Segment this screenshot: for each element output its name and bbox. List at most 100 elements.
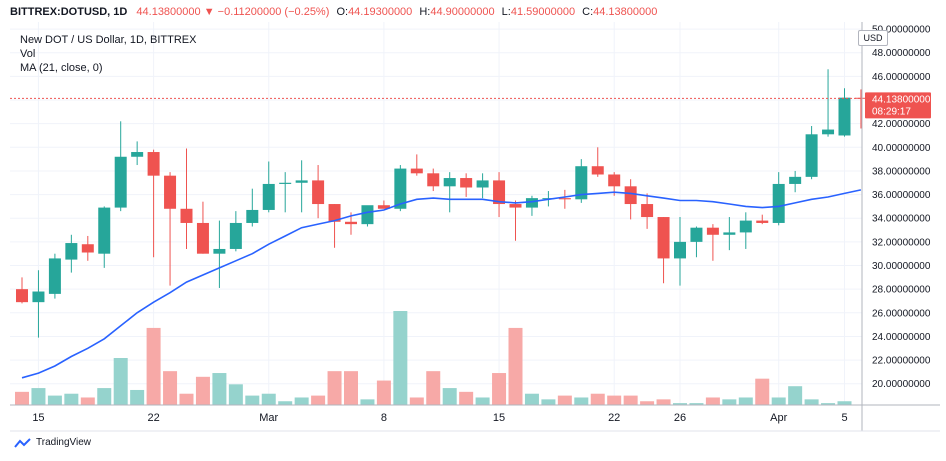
candle bbox=[493, 172, 506, 218]
candle-body bbox=[147, 152, 160, 176]
y-tick-label: 34.00000000 bbox=[872, 214, 931, 225]
candle bbox=[443, 172, 456, 213]
volume-bar bbox=[722, 399, 737, 405]
volume-bar bbox=[64, 393, 79, 405]
low-label: L: bbox=[501, 6, 511, 18]
currency-badge[interactable]: USD bbox=[858, 30, 888, 46]
y-tick-label: 50.00000000 bbox=[872, 25, 931, 36]
volume-bar bbox=[163, 371, 178, 405]
candle-body bbox=[789, 176, 802, 184]
candle bbox=[81, 235, 94, 261]
volume-bar bbox=[344, 371, 358, 405]
volume-bar bbox=[179, 393, 194, 405]
candle-body bbox=[657, 217, 670, 259]
candle-body bbox=[591, 166, 604, 175]
volume-bar bbox=[195, 376, 210, 405]
y-tick-label: 22.00000000 bbox=[872, 356, 931, 367]
candle bbox=[377, 200, 390, 209]
candle bbox=[641, 193, 654, 229]
volume-bar bbox=[689, 403, 704, 405]
candle bbox=[312, 165, 325, 219]
volume-bar bbox=[245, 395, 260, 405]
volume-bar bbox=[788, 386, 803, 405]
candle-body bbox=[805, 134, 818, 177]
candle-body bbox=[65, 243, 78, 260]
candle-body bbox=[838, 97, 851, 136]
y-tick-label: 48.00000000 bbox=[872, 48, 931, 59]
candle-body bbox=[558, 198, 571, 200]
last-price: 44.13800000 bbox=[136, 6, 201, 18]
candle bbox=[246, 188, 259, 227]
volume-bar bbox=[278, 401, 293, 405]
candle-body bbox=[32, 291, 45, 303]
down-arrow-icon: ▼ bbox=[203, 6, 215, 18]
candle-body bbox=[279, 182, 292, 184]
volume-bar bbox=[755, 378, 770, 405]
ma-legend[interactable]: MA (21, close, 0) bbox=[20, 62, 103, 74]
volume-bar bbox=[837, 401, 852, 405]
candle bbox=[65, 234, 78, 273]
candle-body bbox=[81, 244, 94, 253]
volume-bar bbox=[508, 327, 523, 405]
y-tick-label: 20.00000000 bbox=[872, 379, 931, 390]
volume-bar bbox=[393, 311, 408, 405]
candle bbox=[229, 211, 242, 252]
candle-body bbox=[262, 183, 275, 210]
y-tick-label: 24.00000000 bbox=[872, 332, 931, 343]
last-price-label: 44.13800000 bbox=[872, 94, 931, 105]
candle bbox=[213, 220, 226, 288]
volume-bar bbox=[15, 391, 29, 405]
price-change: −0.11200000 (−0.25%) bbox=[217, 6, 330, 18]
candle-body bbox=[575, 166, 588, 200]
volume-bar bbox=[80, 397, 95, 405]
candle-body bbox=[114, 156, 127, 208]
volume-legend[interactable]: Vol bbox=[20, 48, 36, 60]
x-tick-label: 15 bbox=[493, 412, 505, 424]
candle-body bbox=[427, 173, 440, 187]
high-label: H: bbox=[419, 6, 431, 18]
candle bbox=[558, 189, 571, 209]
x-tick-label: 5 bbox=[841, 412, 847, 424]
candle bbox=[674, 217, 686, 286]
candle bbox=[772, 172, 785, 226]
symbol-header: BITTREX:DOTUSD, 1D 44.13800000 ▼ −0.1120… bbox=[10, 6, 657, 18]
candle-body bbox=[98, 207, 111, 254]
candle-body bbox=[410, 168, 423, 174]
candle bbox=[48, 253, 61, 299]
volume-bar bbox=[130, 389, 145, 405]
volume-bar bbox=[47, 395, 62, 405]
volume-bar bbox=[623, 395, 638, 405]
volume-bar bbox=[360, 399, 375, 405]
x-tick-label: 15 bbox=[32, 412, 44, 424]
candle-body bbox=[48, 258, 61, 294]
volume-bar bbox=[261, 393, 276, 405]
tradingview-icon bbox=[14, 437, 31, 448]
volume-bar bbox=[442, 388, 457, 405]
volume-bar bbox=[607, 395, 622, 405]
candle bbox=[131, 141, 144, 166]
tradingview-logo[interactable]: TradingView bbox=[14, 437, 91, 448]
candle-body bbox=[196, 222, 209, 254]
volume-bar bbox=[524, 393, 539, 405]
candle-body bbox=[854, 97, 867, 99]
volume-bar bbox=[492, 373, 507, 405]
volume-bar bbox=[673, 403, 687, 405]
candle bbox=[854, 89, 867, 129]
candle bbox=[147, 149, 160, 258]
candle bbox=[410, 154, 423, 176]
candle bbox=[805, 126, 818, 180]
candle-body bbox=[822, 129, 835, 135]
chart-title[interactable]: New DOT / US Dollar, 1D, BITTREX bbox=[20, 34, 197, 46]
candle bbox=[509, 200, 522, 241]
candle bbox=[328, 204, 341, 248]
candle bbox=[838, 88, 851, 137]
x-tick-label: 8 bbox=[381, 412, 387, 424]
candle-body bbox=[641, 204, 654, 218]
grid-lines bbox=[10, 22, 862, 405]
y-tick-label: 36.00000000 bbox=[872, 190, 931, 201]
candle-body bbox=[690, 227, 703, 242]
axes: 20.00000000 22.00000000 24.00000000 26.0000… bbox=[10, 22, 940, 432]
high-value: 44.90000000 bbox=[430, 6, 495, 18]
volume-bar bbox=[212, 373, 227, 405]
